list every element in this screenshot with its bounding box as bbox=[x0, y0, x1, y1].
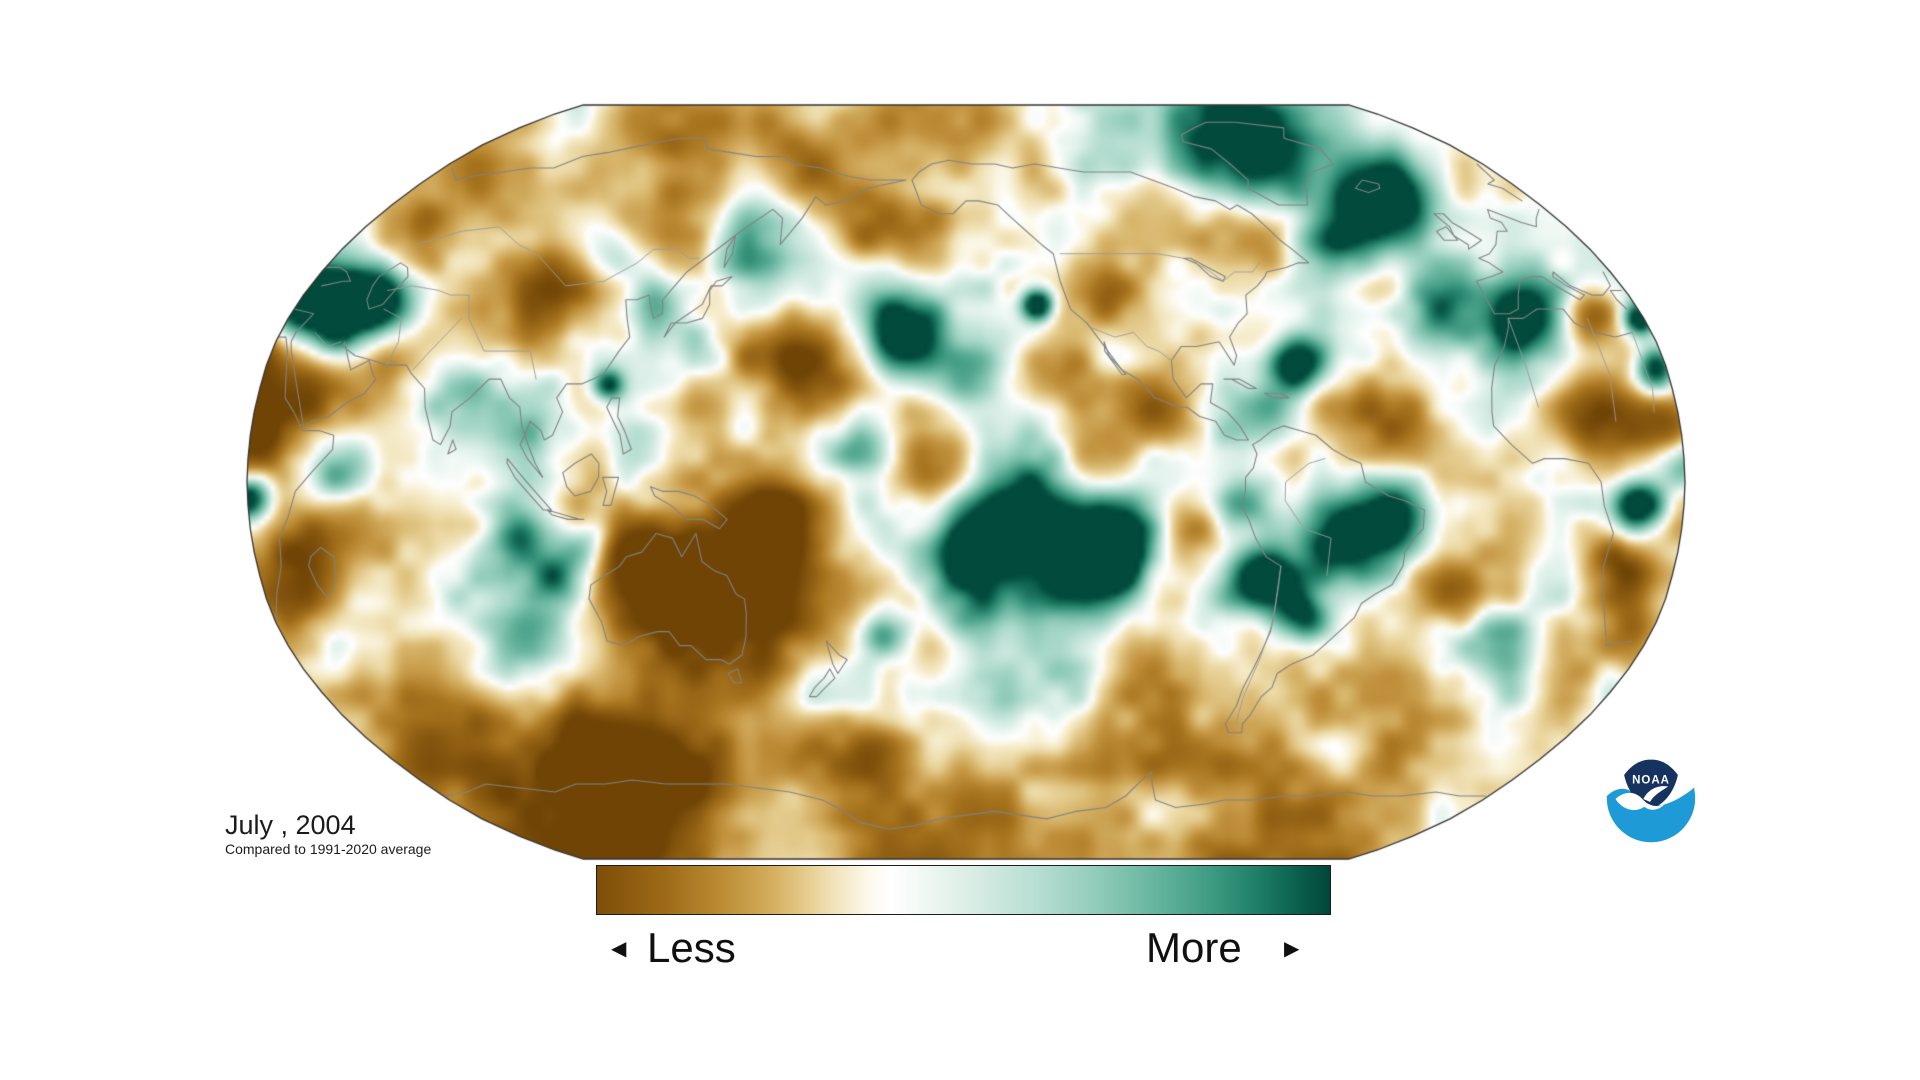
legend-less-label: Less bbox=[647, 924, 736, 971]
noaa-logo-text: NOAA bbox=[1632, 775, 1670, 787]
color-scale-bar bbox=[596, 865, 1331, 915]
more-arrow-icon: ▶ bbox=[1284, 938, 1300, 960]
legend-more-label: More bbox=[1146, 924, 1242, 971]
less-arrow-icon: ◀ bbox=[611, 938, 627, 960]
map-date-label: July , 2004 bbox=[225, 810, 356, 840]
noaa-logo: NOAA bbox=[1605, 754, 1697, 846]
noaa-logo-gull bbox=[1615, 792, 1665, 811]
noaa-logo-gull-wing bbox=[1643, 786, 1669, 802]
map-baseline-note: Compared to 1991-2020 average bbox=[225, 841, 432, 857]
